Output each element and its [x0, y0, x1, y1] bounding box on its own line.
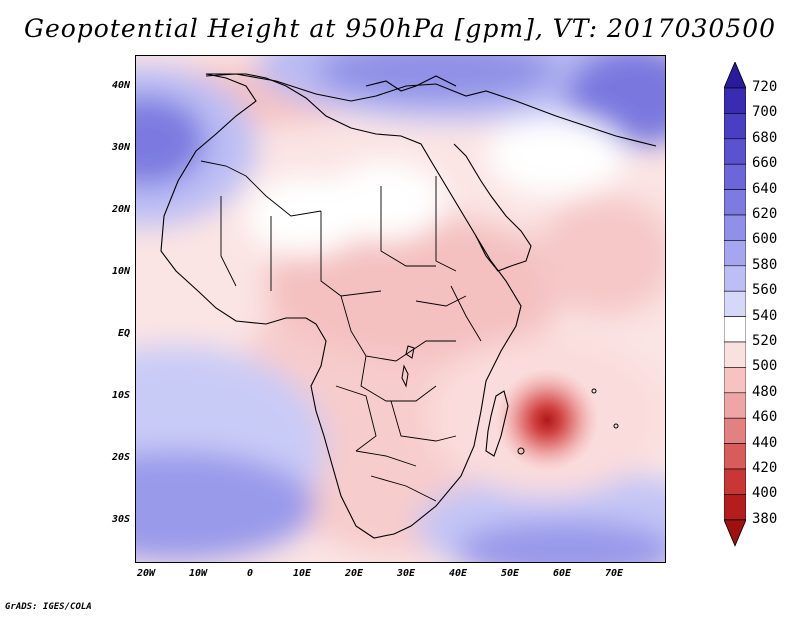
- colorbar: [724, 62, 746, 547]
- coastlines: [160, 73, 657, 539]
- colorbar-label: 660: [752, 155, 778, 172]
- colorbar-segment: [724, 367, 746, 394]
- low-pressure-center: [495, 368, 599, 472]
- colorbar-segment: [724, 163, 746, 190]
- colorbar-label: 620: [752, 206, 778, 222]
- lon-label-40e: 40E: [448, 568, 468, 579]
- lat-label-30s: 30S: [111, 514, 130, 525]
- colorbar-segment: [724, 443, 746, 470]
- lon-label-60e: 60E: [552, 568, 572, 579]
- colorbar-top-triangle: [724, 62, 746, 89]
- colorbar-label: 500: [752, 358, 778, 375]
- colorbar-label: 540: [752, 307, 778, 324]
- colorbar-label: 520: [752, 333, 778, 349]
- colorbar-segment: [724, 265, 746, 292]
- colorbar-segment: [724, 468, 746, 495]
- lon-label-10e: 10E: [292, 568, 312, 579]
- geopotential-map: [136, 56, 665, 562]
- lon-label-20e: 20E: [344, 568, 364, 579]
- colorbar-segment: [724, 392, 746, 419]
- map-panel: [135, 55, 666, 563]
- lat-label-10n: 10N: [111, 266, 130, 277]
- colorbar-segment: [724, 494, 746, 521]
- lon-label-20w: 20W: [136, 568, 156, 579]
- colorbar-label: 440: [752, 434, 778, 451]
- lon-label-30e: 30E: [396, 568, 416, 579]
- colorbar-segment: [724, 113, 746, 140]
- colorbar-segment: [724, 87, 746, 114]
- lon-label-70e: 70E: [604, 568, 624, 579]
- lon-label-50e: 50E: [500, 568, 520, 579]
- lat-label-20s: 20S: [111, 452, 130, 463]
- lat-label-30n: 30N: [111, 142, 130, 153]
- colorbar-segment: [724, 341, 746, 368]
- colorbar-segment: [724, 417, 746, 444]
- contour-fills: [136, 56, 665, 562]
- colorbar-label: 600: [752, 231, 778, 248]
- colorbar-label: 560: [752, 282, 778, 299]
- colorbar-label: 720: [752, 79, 778, 95]
- colorbar-segment: [724, 189, 746, 216]
- grads-credit: GrADS: IGES/COLA: [5, 602, 92, 612]
- lat-label-10s: 10S: [111, 390, 130, 401]
- colorbar-bottom-triangle: [724, 519, 746, 547]
- lon-label-10w: 10W: [188, 568, 208, 579]
- colorbar-segment: [724, 290, 746, 317]
- colorbar-label: 700: [752, 104, 778, 121]
- country-borders: [200, 160, 482, 502]
- colorbar-segment: [724, 240, 746, 267]
- colorbar-label: 420: [752, 460, 778, 476]
- colorbar-label: 460: [752, 409, 778, 426]
- colorbar-label: 640: [752, 180, 778, 197]
- lakes: [401, 345, 415, 388]
- colorbar-segment: [724, 138, 746, 165]
- colorbar-label: 380: [752, 510, 778, 527]
- colorbar-segment: [724, 214, 746, 241]
- colorbar-label: 580: [752, 256, 778, 273]
- lon-label-0: 0: [246, 568, 254, 579]
- islands: [517, 388, 619, 455]
- map-title: Geopotential Height at 950hPa [gpm], VT:…: [23, 14, 777, 43]
- colorbar-label: 400: [752, 485, 778, 502]
- colorbar-segment: [724, 316, 746, 343]
- lat-label-40n: 40N: [111, 80, 130, 91]
- lat-label-20n: 20N: [111, 204, 130, 215]
- colorbar-label: 480: [752, 383, 778, 400]
- colorbar-label: 680: [752, 129, 778, 146]
- lat-label-eq: EQ: [117, 328, 130, 339]
